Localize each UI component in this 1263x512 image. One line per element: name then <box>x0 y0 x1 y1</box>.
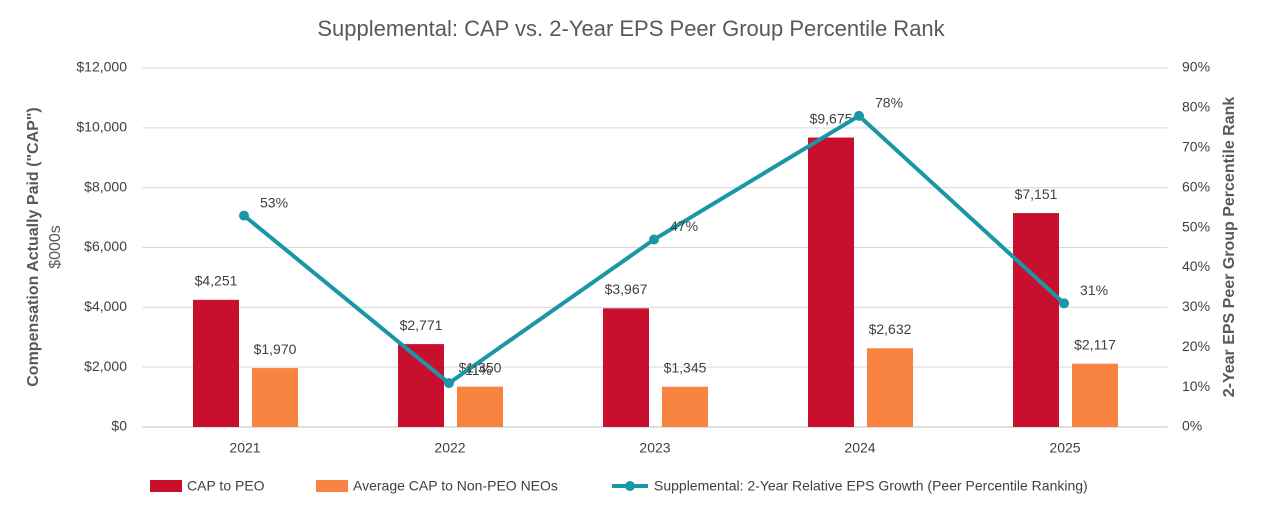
y2-tick-label: 30% <box>1182 298 1210 314</box>
data-label: 47% <box>670 218 698 234</box>
y-tick-label: $4,000 <box>84 298 127 314</box>
x-tick-label: 2024 <box>844 440 875 456</box>
data-label: $1,970 <box>254 341 297 357</box>
data-label: 31% <box>1080 282 1108 298</box>
bar <box>252 368 298 427</box>
y2-tick-label: 20% <box>1182 338 1210 354</box>
line-point <box>649 234 659 245</box>
data-label: $7,151 <box>1015 186 1058 202</box>
x-tick-label: 2025 <box>1049 440 1080 456</box>
y2-tick-label: 40% <box>1182 258 1210 274</box>
data-label: $2,771 <box>400 317 443 333</box>
bar <box>1072 363 1118 427</box>
legend-label: Average CAP to Non-PEO NEOs <box>353 478 558 494</box>
data-label: $1,350 <box>459 359 502 375</box>
bar <box>398 344 444 427</box>
bar <box>603 308 649 427</box>
y-tick-label: $6,000 <box>84 238 127 254</box>
y-tick-label: $12,000 <box>76 59 127 75</box>
y2-tick-label: 10% <box>1182 378 1210 394</box>
y2-tick-label: 90% <box>1182 59 1210 75</box>
line-point <box>239 210 249 221</box>
y2-tick-label: 80% <box>1182 99 1210 115</box>
data-label: 11% <box>465 362 492 378</box>
data-label: $4,251 <box>195 273 238 289</box>
y-tick-label: $0 <box>111 418 127 434</box>
line-point <box>1059 298 1069 309</box>
data-label: $9,675 <box>810 110 853 126</box>
y-tick-label: $8,000 <box>84 178 127 194</box>
legend-label: Supplemental: 2-Year Relative EPS Growth… <box>654 478 1088 494</box>
data-label: $2,117 <box>1074 336 1116 352</box>
y2-tick-label: 60% <box>1182 178 1210 194</box>
bar <box>193 299 239 427</box>
data-label: 53% <box>260 194 288 210</box>
bar <box>662 386 708 427</box>
y-axis-title: Compensation Actually Paid ("CAP") <box>25 107 42 387</box>
data-label: $3,967 <box>605 281 648 297</box>
legend-swatch <box>316 480 348 492</box>
line-point <box>444 378 454 389</box>
x-tick-label: 2021 <box>229 440 260 456</box>
data-label: $1,345 <box>664 359 707 375</box>
x-tick-label: 2023 <box>639 440 670 456</box>
bar <box>457 386 503 427</box>
legend-swatch <box>625 481 635 491</box>
chart-title: Supplemental: CAP vs. 2-Year EPS Peer Gr… <box>317 16 945 41</box>
legend-label: CAP to PEO <box>187 478 265 494</box>
bar <box>1013 213 1059 427</box>
line <box>242 113 1066 386</box>
data-label: $2,632 <box>869 321 912 337</box>
data-label: 78% <box>875 95 903 111</box>
y2-tick-label: 0% <box>1182 418 1202 434</box>
x-tick-label: 2022 <box>434 440 465 456</box>
y2-axis-title: 2-Year EPS Peer Group Percentile Rank <box>1221 97 1238 398</box>
line-point <box>854 110 864 121</box>
y-tick-label: $2,000 <box>84 358 127 374</box>
y-tick-label: $10,000 <box>76 119 127 135</box>
bar <box>867 348 913 427</box>
legend-swatch <box>150 480 182 492</box>
y2-tick-label: 50% <box>1182 218 1210 234</box>
bar <box>808 137 854 427</box>
y-axis-subtitle: $000s <box>47 225 64 269</box>
y2-tick-label: 70% <box>1182 138 1210 154</box>
